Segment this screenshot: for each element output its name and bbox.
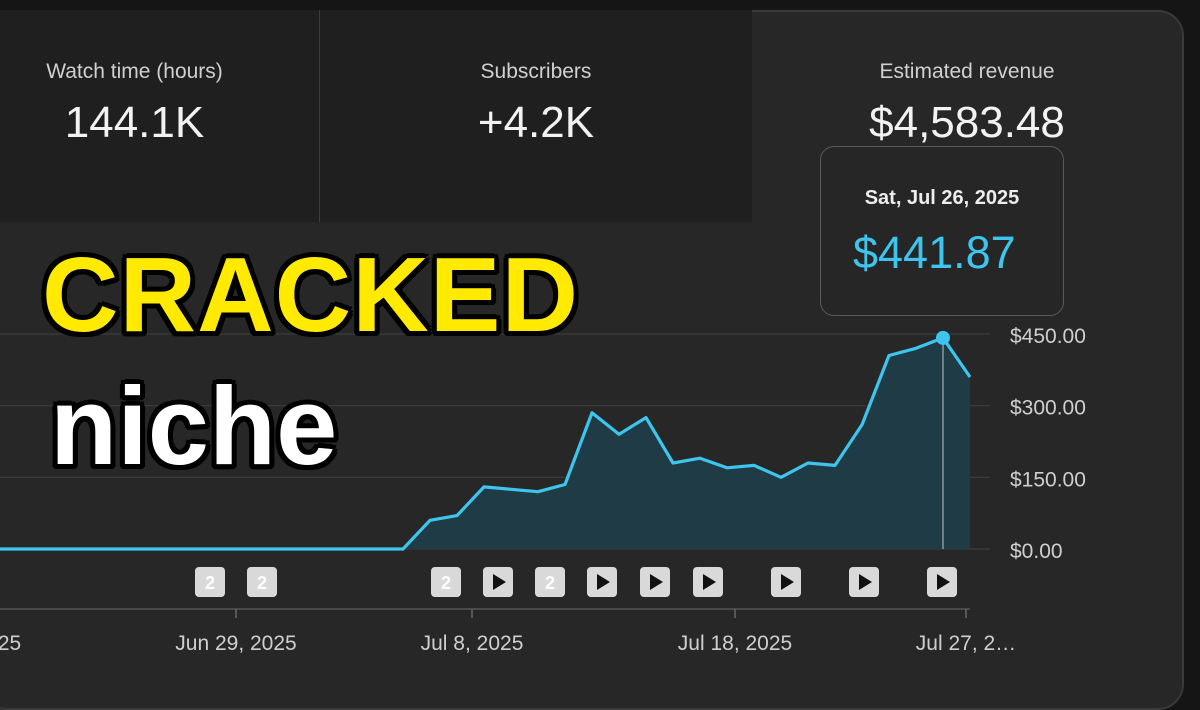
badge-count: 2 xyxy=(441,573,451,593)
badge-count: 2 xyxy=(205,573,215,593)
y-tick-label: $150.00 xyxy=(1010,468,1086,491)
play-icon xyxy=(703,574,716,590)
badge-count: 2 xyxy=(257,573,267,593)
x-tick-label: Jul 27, 2… xyxy=(916,632,1016,655)
video-count-badge xyxy=(535,567,565,597)
x-tick-label: Jul 8, 2025 xyxy=(421,632,524,655)
x-tick-label: , 2025 xyxy=(0,632,21,655)
tab-estimated-revenue[interactable]: Estimated revenue $4,583.48 xyxy=(752,10,1182,222)
tab-watch-time[interactable]: Watch time (hours) 144.1K xyxy=(0,10,320,222)
watch-time-value: 144.1K xyxy=(64,98,205,147)
subscribers-label: Subscribers xyxy=(480,60,592,83)
x-tick-label: Jun 29, 2025 xyxy=(175,632,296,655)
play-icon xyxy=(781,574,794,590)
subscribers-value: +4.2K xyxy=(477,98,595,147)
chart-tooltip: Sat, Jul 26, 2025 $441.87 xyxy=(820,146,1064,316)
play-icon xyxy=(650,574,663,590)
play-icon xyxy=(597,574,610,590)
play-icon xyxy=(859,574,872,590)
revenue-label: Estimated revenue xyxy=(879,60,1055,83)
video-count-badge xyxy=(195,567,225,597)
tab-subscribers[interactable]: Subscribers +4.2K xyxy=(320,10,752,222)
revenue-value: $4,583.48 xyxy=(869,98,1065,147)
hover-point xyxy=(936,330,950,345)
y-tick-label: $0.00 xyxy=(1010,540,1063,563)
y-tick-label: $450.00 xyxy=(1010,325,1086,348)
area-fill xyxy=(0,337,970,549)
tooltip-date: Sat, Jul 26, 2025 xyxy=(864,187,1020,209)
x-tick-label: Jul 18, 2025 xyxy=(678,632,792,655)
play-icon xyxy=(493,574,506,590)
badge-count: 2 xyxy=(545,573,555,593)
video-count-badge xyxy=(247,567,277,597)
series-line xyxy=(0,336,972,551)
revenue-chart: $450.00 $300.00 $150.00 $0.00 , 2025 Jun 29, … xyxy=(0,325,1086,655)
overlay-subheadline: niche xyxy=(50,365,338,488)
play-icon xyxy=(937,574,950,590)
overlay-headline: CRACKED xyxy=(42,236,579,354)
video-count-badge xyxy=(431,567,461,597)
y-tick-label: $300.00 xyxy=(1010,397,1086,420)
watch-time-label: Watch time (hours) xyxy=(46,60,223,83)
tooltip-value: $441.87 xyxy=(853,227,1016,278)
